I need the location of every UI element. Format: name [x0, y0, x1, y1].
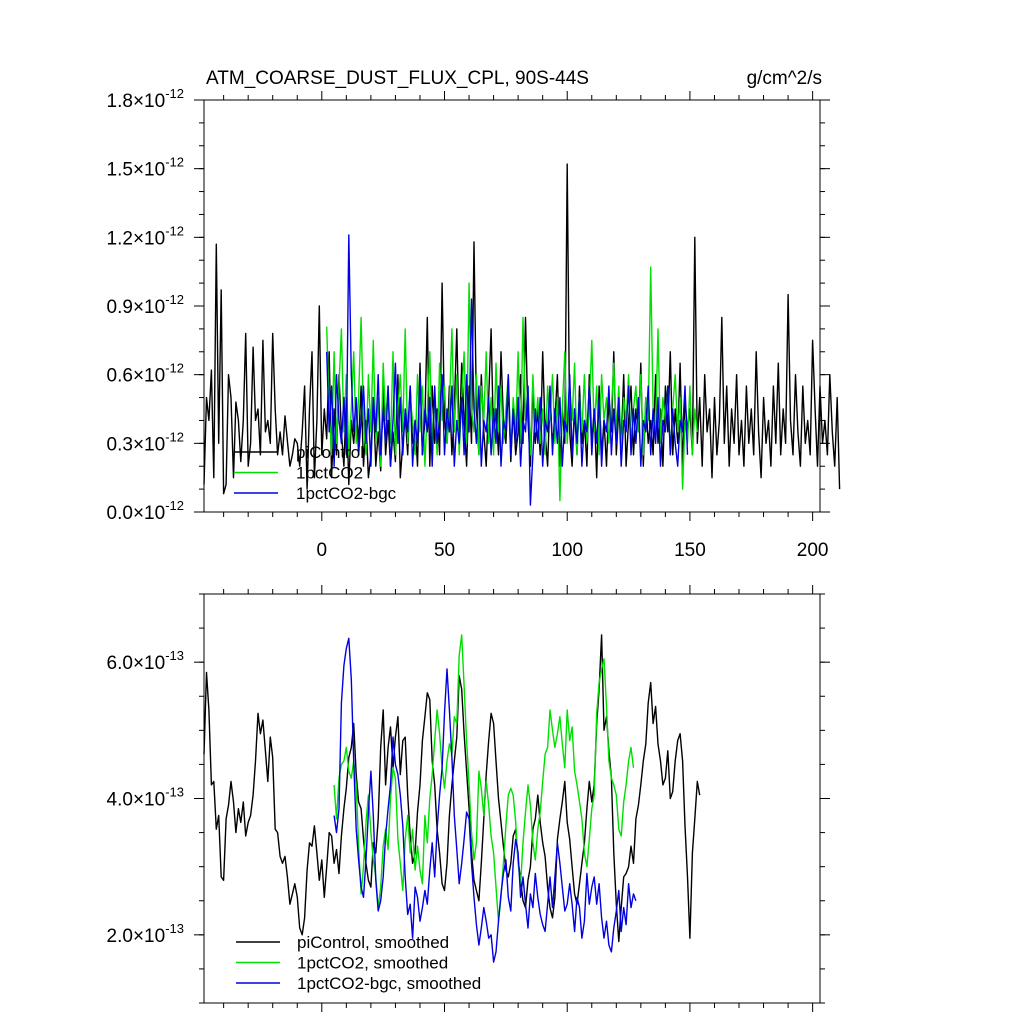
x-tick-label: 100	[551, 540, 583, 561]
legend-label-1: 1pctCO2	[296, 464, 363, 483]
x-tick-label: 150	[674, 540, 706, 561]
x-tick-label: 200	[797, 540, 829, 561]
legend-label-2: 1pctCO2-bgc, smoothed	[297, 974, 481, 993]
y-tick-label: 4.0×10-13	[107, 785, 184, 811]
y-tick-label: 0.3×10-12	[107, 429, 184, 455]
x-tick-label: 50	[434, 540, 455, 561]
x-tick-label: 0	[317, 540, 328, 561]
y-tick-label: 0.6×10-12	[107, 361, 184, 387]
legend-label-1: 1pctCO2, smoothed	[297, 954, 448, 973]
y-tick-label: 1.2×10-12	[107, 223, 184, 249]
units-label: g/cm^2/s	[747, 68, 822, 89]
bottom-panel: 2.0×10-13 4.0×10-13 6.0×10-13 piControl, sm…	[107, 585, 830, 1012]
series-line-2	[333, 637, 637, 963]
series-line-2	[326, 234, 689, 506]
series-line-1	[333, 634, 635, 922]
y-tick-label: 1.8×10-12	[107, 86, 184, 112]
y-tick-label: 6.0×10-13	[107, 648, 184, 674]
series-line-1	[326, 266, 698, 502]
y-tick-label: 2.0×10-13	[107, 921, 184, 947]
top-panel: ATM_COARSE_DUST_FLUX_CPL, 90S-44S g/cm^2…	[107, 68, 841, 561]
y-tick-label: 0.9×10-12	[107, 292, 184, 318]
legend-label-0: piControl	[296, 443, 364, 462]
y-tick-label: 1.5×10-12	[107, 155, 184, 181]
y-tick-label: 0.0×10-12	[107, 498, 184, 524]
legend-label-2: 1pctCO2-bgc	[296, 484, 397, 503]
series-line-0	[203, 634, 701, 943]
chart-title: ATM_COARSE_DUST_FLUX_CPL, 90S-44S	[206, 68, 589, 89]
legend-label-0: piControl, smoothed	[297, 933, 449, 952]
